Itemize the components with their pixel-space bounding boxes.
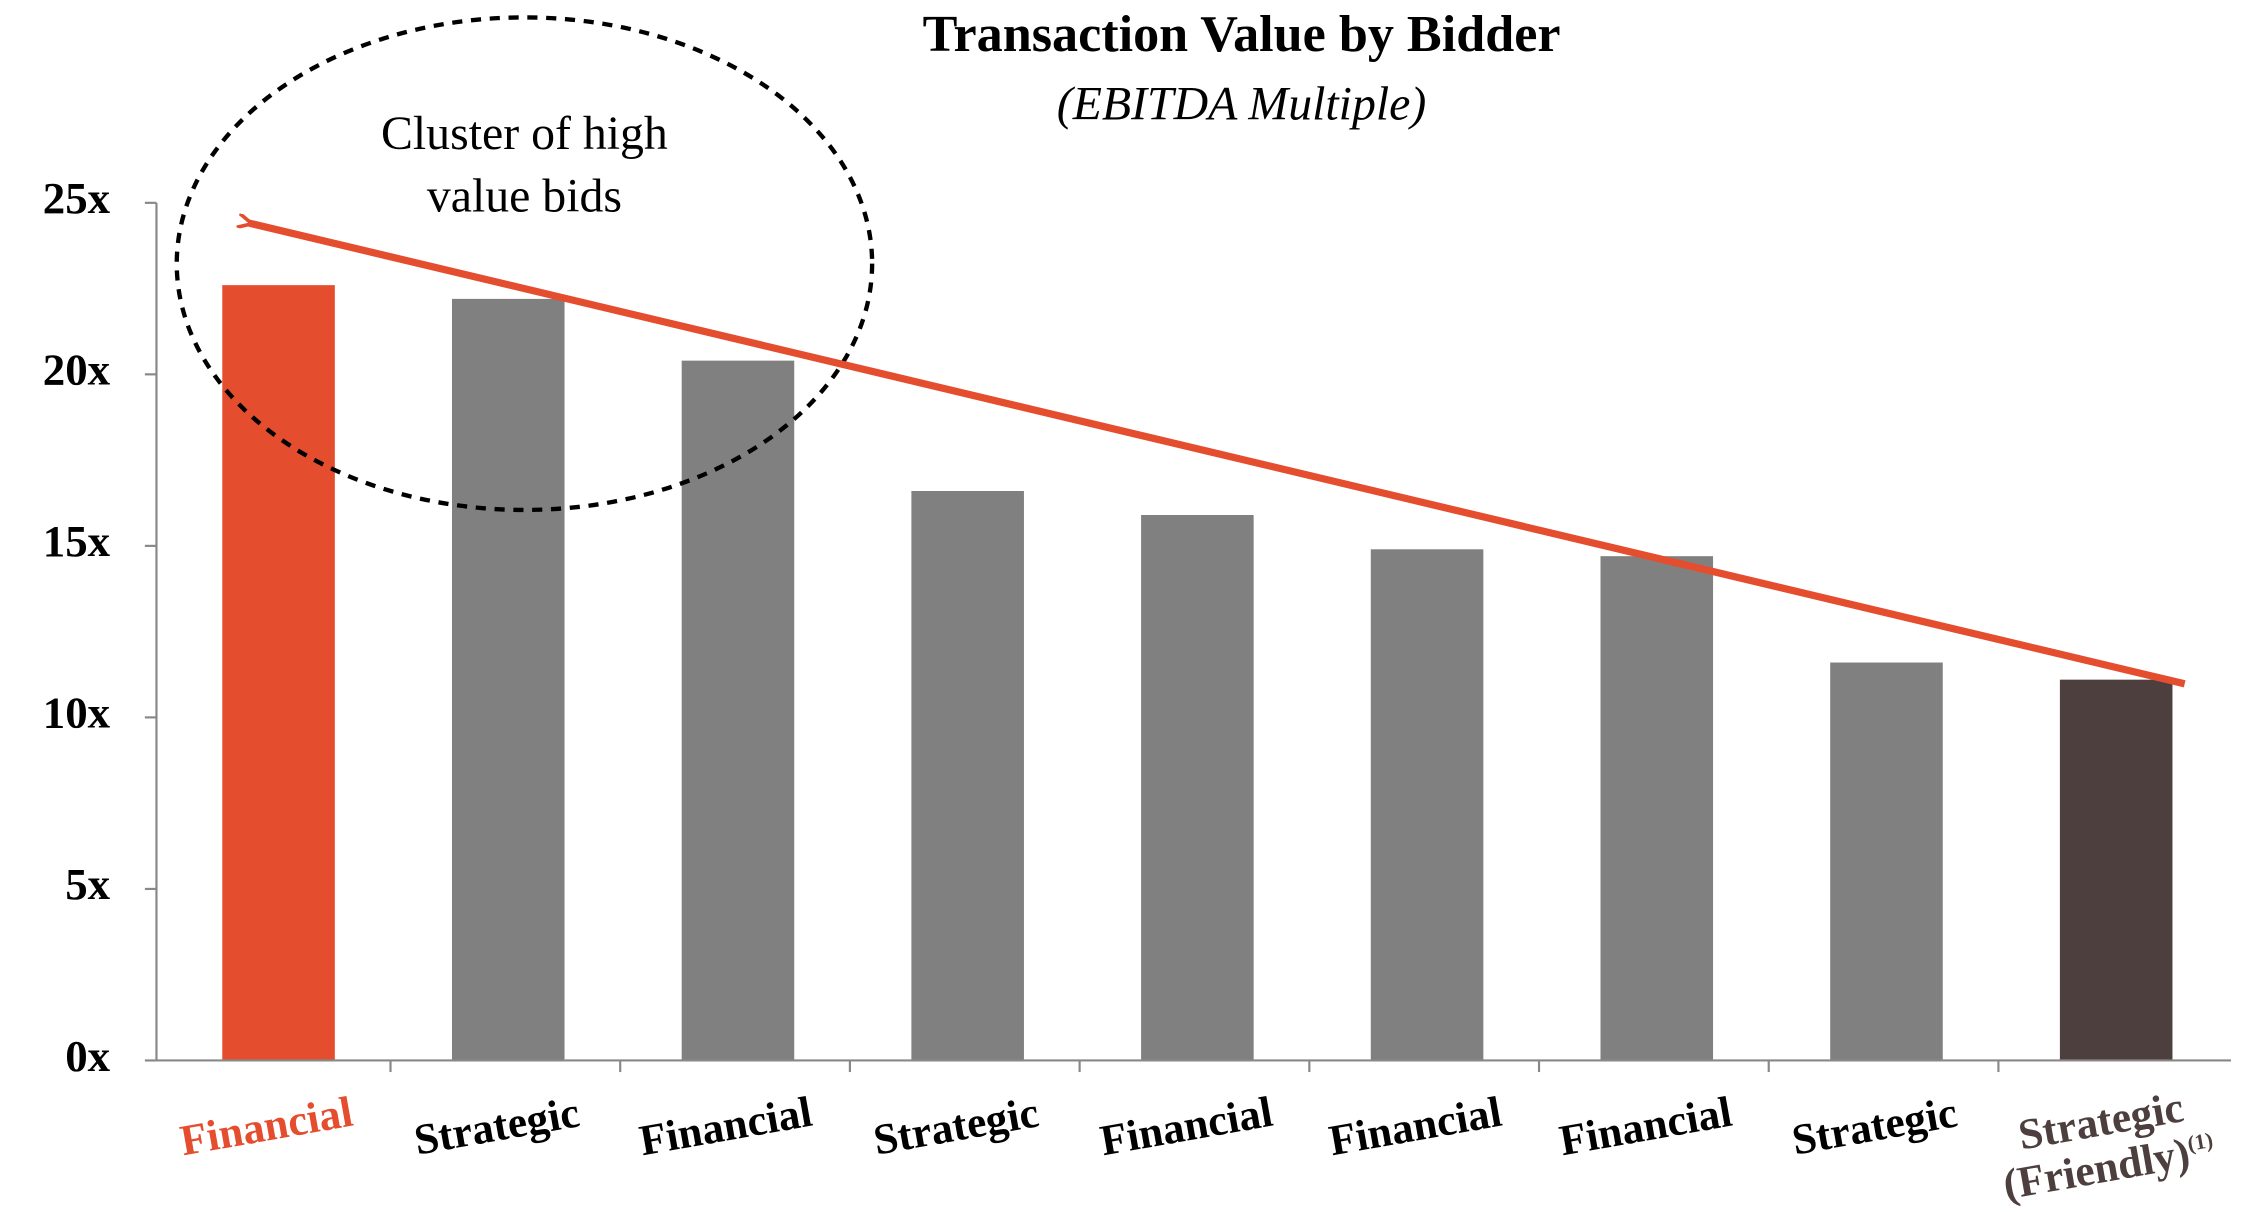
bar bbox=[681, 360, 795, 1061]
bar bbox=[451, 298, 565, 1061]
y-tick-label: 20x bbox=[43, 345, 111, 395]
bar bbox=[1600, 556, 1714, 1061]
y-tick-label: 25x bbox=[43, 173, 111, 223]
y-tick-label: 15x bbox=[43, 516, 111, 566]
bar bbox=[1830, 662, 1943, 1061]
chart-subtitle: (EBITDA Multiple) bbox=[1057, 78, 1426, 131]
bar bbox=[1370, 549, 1484, 1061]
bar bbox=[1141, 515, 1254, 1061]
y-tick-label: 0x bbox=[65, 1031, 110, 1081]
y-tick-label: 10x bbox=[43, 688, 111, 738]
plot-area bbox=[222, 285, 2173, 1061]
bar bbox=[222, 285, 335, 1061]
bar bbox=[2059, 679, 2173, 1061]
chart-title: Transaction Value by Bidder bbox=[923, 6, 1561, 63]
trend-arrow bbox=[249, 223, 2186, 688]
annotation: Cluster of high value bids bbox=[381, 108, 668, 223]
bar bbox=[911, 490, 1024, 1061]
footnote-mark: (1) bbox=[2185, 1128, 2215, 1157]
y-tick-label: 5x bbox=[65, 859, 110, 909]
